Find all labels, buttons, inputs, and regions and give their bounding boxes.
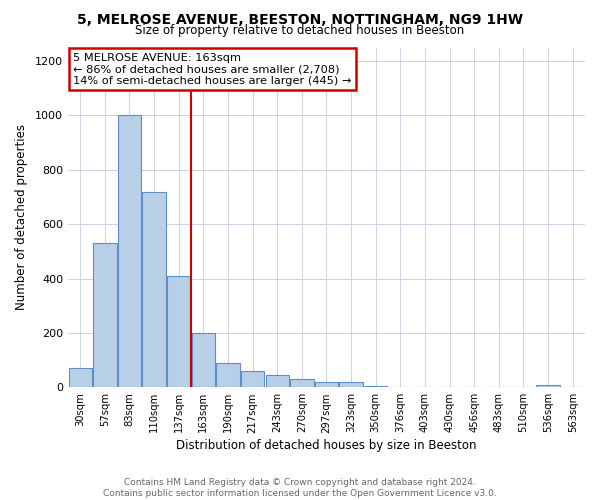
Text: 5 MELROSE AVENUE: 163sqm
← 86% of detached houses are smaller (2,708)
14% of sem: 5 MELROSE AVENUE: 163sqm ← 86% of detach…: [73, 52, 352, 86]
Bar: [241, 371, 264, 388]
Bar: [340, 382, 363, 388]
Bar: [68, 368, 92, 388]
Bar: [216, 363, 239, 388]
Bar: [93, 243, 116, 388]
Bar: [142, 192, 166, 388]
Bar: [191, 333, 215, 388]
Bar: [536, 385, 560, 388]
X-axis label: Distribution of detached houses by size in Beeston: Distribution of detached houses by size …: [176, 440, 477, 452]
Y-axis label: Number of detached properties: Number of detached properties: [15, 124, 28, 310]
Text: Contains HM Land Registry data © Crown copyright and database right 2024.
Contai: Contains HM Land Registry data © Crown c…: [103, 478, 497, 498]
Text: 5, MELROSE AVENUE, BEESTON, NOTTINGHAM, NG9 1HW: 5, MELROSE AVENUE, BEESTON, NOTTINGHAM, …: [77, 12, 523, 26]
Bar: [118, 116, 141, 388]
Bar: [290, 378, 314, 388]
Text: Size of property relative to detached houses in Beeston: Size of property relative to detached ho…: [136, 24, 464, 37]
Bar: [315, 382, 338, 388]
Bar: [167, 276, 190, 388]
Bar: [364, 386, 388, 388]
Bar: [266, 375, 289, 388]
